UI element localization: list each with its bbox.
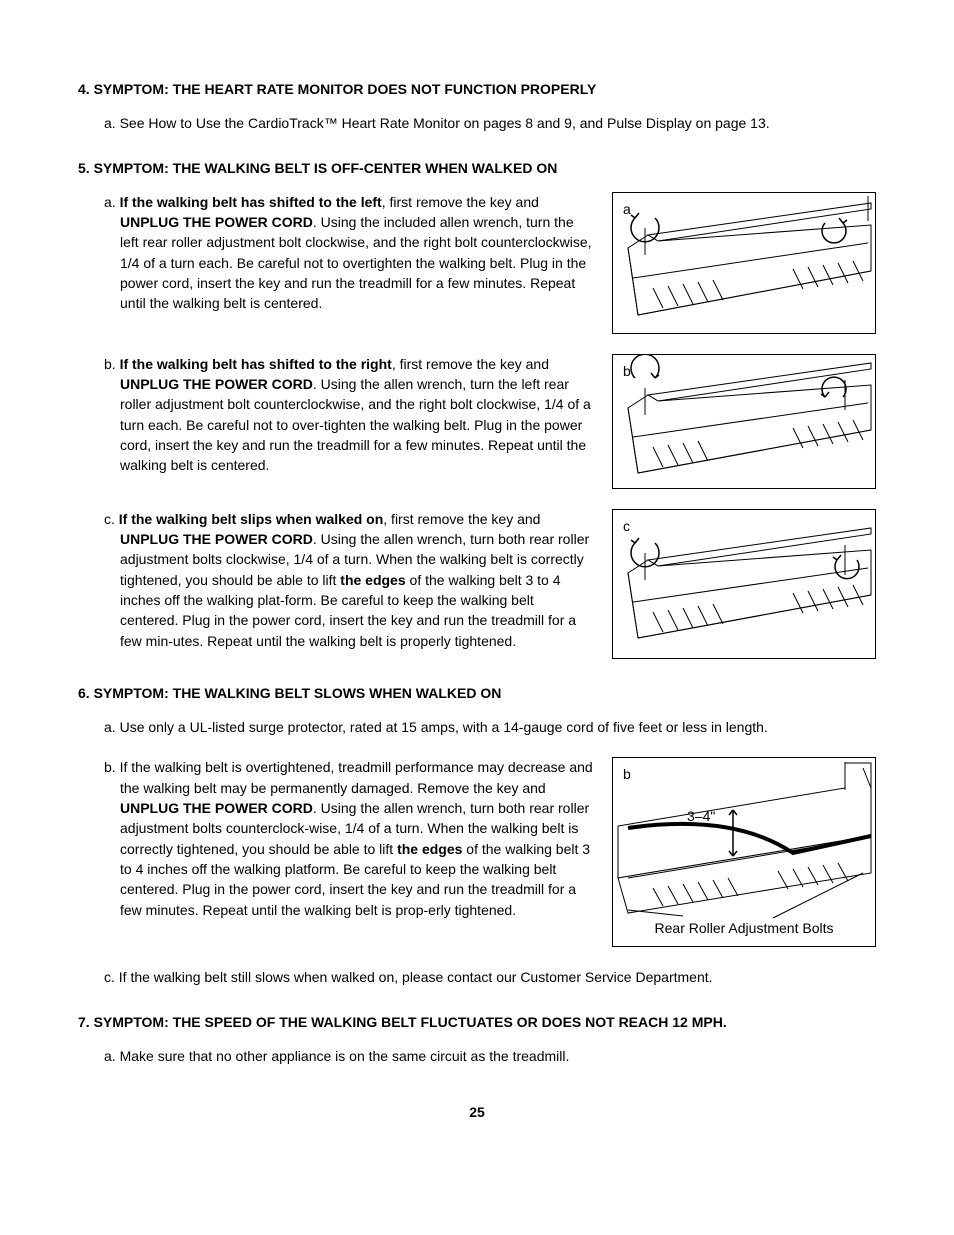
diagram-label: c [623, 516, 630, 536]
diagram-5c: c [612, 509, 876, 659]
item-text: a. See How to Use the CardioTrack™ Heart… [104, 113, 876, 133]
text: , first remove the key and [392, 356, 549, 372]
bold-text: UNPLUG THE POWER CORD [120, 800, 313, 816]
item-body: If the walking belt still slows when wal… [119, 969, 713, 985]
item-letter: b. [104, 356, 120, 372]
section-6-heading: 6. SYMPTOM: THE WALKING BELT SLOWS WHEN … [78, 683, 876, 703]
item-letter: a. [104, 1048, 120, 1064]
text: If the walking belt is overtightened, tr… [120, 759, 593, 795]
section-7-heading: 7. SYMPTOM: THE SPEED OF THE WALKING BEL… [78, 1012, 876, 1032]
bold-text: If the walking belt slips when walked on [119, 511, 384, 527]
page-number: 25 [78, 1102, 876, 1122]
bold-text: the edges [340, 572, 405, 588]
item-text: b. If the walking belt has shifted to th… [104, 354, 594, 476]
text: , first remove the key and [383, 511, 540, 527]
treadmill-diagram-icon [613, 510, 875, 660]
item-body: Use only a UL-listed surge protector, ra… [120, 719, 768, 735]
section-4-heading: 4. SYMPTOM: THE HEART RATE MONITOR DOES … [78, 79, 876, 99]
diagram-5a: a [612, 192, 876, 334]
treadmill-diagram-icon [613, 193, 875, 335]
item-text: c. If the walking belt slips when walked… [104, 509, 594, 651]
diagram-label: b [623, 361, 631, 381]
item-letter: b. [104, 759, 120, 775]
diagram-caption: Rear Roller Adjustment Bolts [613, 918, 875, 938]
diagram-label: a [623, 199, 631, 219]
item-letter: a. [104, 115, 120, 131]
item-letter: a. [104, 719, 120, 735]
bold-text: UNPLUG THE POWER CORD [120, 214, 313, 230]
bold-text: UNPLUG THE POWER CORD [120, 531, 313, 547]
item-body: See How to Use the CardioTrack™ Heart Ra… [120, 115, 770, 131]
bold-text: If the walking belt has shifted to the r… [120, 356, 392, 372]
item-text: a. If the walking belt has shifted to th… [104, 192, 594, 314]
item-body: Make sure that no other appliance is on … [120, 1048, 570, 1064]
item-text: a. Use only a UL-listed surge protector,… [104, 717, 876, 737]
text: , first remove the key and [382, 194, 539, 210]
section-6-item-b: b. If the walking belt is overtightened,… [104, 757, 876, 947]
section-5-item-b: b. If the walking belt has shifted to th… [104, 354, 876, 489]
diagram-5b: b [612, 354, 876, 489]
section-5-item-c: c. If the walking belt slips when walked… [104, 509, 876, 659]
section-7-item-a: a. Make sure that no other appliance is … [104, 1046, 876, 1066]
bold-text: UNPLUG THE POWER CORD [120, 376, 313, 392]
diagram-measure: 3–4" [687, 806, 715, 826]
section-4-item-a: a. See How to Use the CardioTrack™ Heart… [104, 113, 876, 133]
section-5-heading: 5. SYMPTOM: THE WALKING BELT IS OFF-CENT… [78, 158, 876, 178]
bold-text: If the walking belt has shifted to the l… [120, 194, 382, 210]
item-text: c. If the walking belt still slows when … [104, 967, 876, 987]
item-letter: c. [104, 969, 119, 985]
section-6-item-a: a. Use only a UL-listed surge protector,… [104, 717, 876, 737]
section-5-item-a: a. If the walking belt has shifted to th… [104, 192, 876, 334]
diagram-label: b [623, 764, 631, 784]
item-text: a. Make sure that no other appliance is … [104, 1046, 876, 1066]
bold-text: the edges [397, 841, 462, 857]
item-letter: a. [104, 194, 120, 210]
item-letter: c. [104, 511, 119, 527]
diagram-6b: b 3–4" Rear Roller Adjustment Bolts [612, 757, 876, 947]
item-text: b. If the walking belt is overtightened,… [104, 757, 594, 919]
treadmill-diagram-icon [613, 355, 875, 490]
section-6-item-c: c. If the walking belt still slows when … [104, 967, 876, 987]
